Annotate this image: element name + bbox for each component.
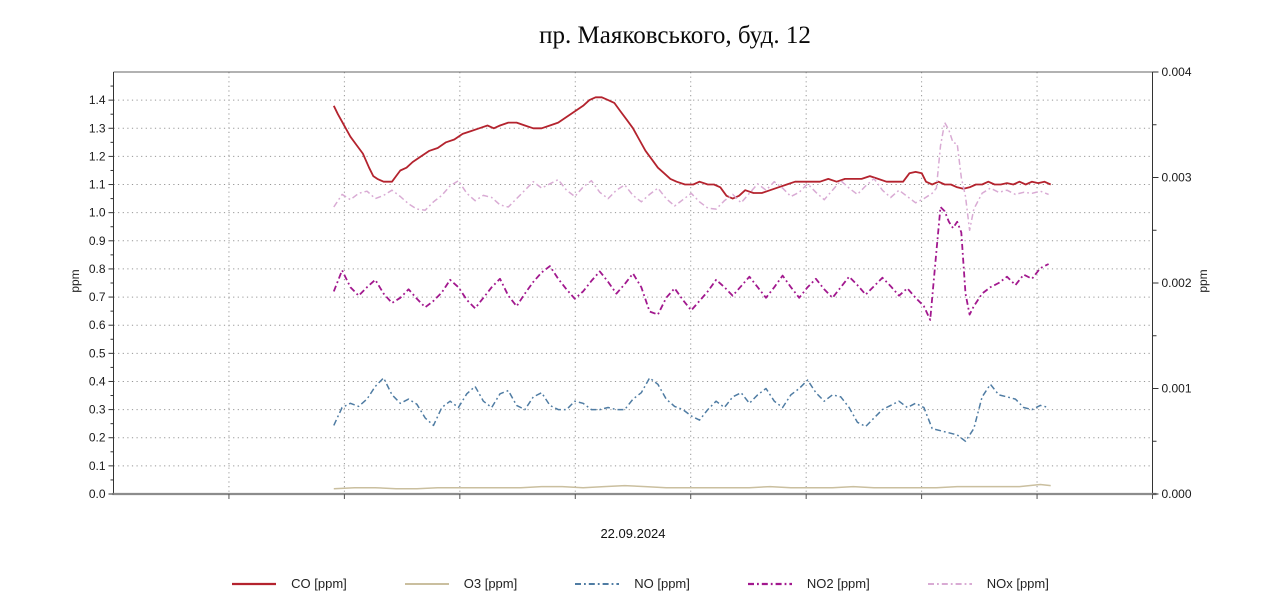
legend-label-NOx: NOx [ppm] (986, 576, 1049, 591)
y-left-tick-label: 0.8 (89, 262, 106, 276)
x-axis-date-label: 22.09.2024 (600, 526, 666, 541)
legend-label-O3: O3 [ppm] (463, 576, 518, 591)
legend-swatch-CO (232, 582, 277, 585)
y-right-tick-label: 0.004 (1162, 65, 1192, 79)
y-axis-left-label: ppm (68, 269, 82, 293)
legend-item-CO: CO [ppm] (231, 576, 347, 591)
legend-item-NOx: NOx [ppm] (927, 576, 1049, 591)
series-line-NO (333, 377, 1049, 443)
legend-label-NO2: NO2 [ppm] (806, 576, 870, 591)
y-left-tick-label: 1.0 (89, 206, 106, 220)
legend-label-CO: CO [ppm] (291, 576, 347, 591)
y-right-tick-label: 0.001 (1162, 382, 1192, 396)
legend-swatch-O3 (404, 582, 449, 585)
series-line-O3 (333, 483, 1051, 490)
y-left-tick-label: 0.7 (89, 290, 106, 304)
y-left-tick-label: 1.3 (89, 121, 106, 135)
chart-title: пр. Маяковського, буд. 12 (539, 22, 811, 49)
y-left-tick-label: 0.1 (89, 459, 106, 473)
y-left-tick-label: 1.1 (89, 178, 106, 192)
y-left-tick-label: 0.5 (89, 346, 106, 360)
series-line-CO (332, 96, 1052, 200)
y-right-tick-label: 0.002 (1162, 276, 1192, 290)
legend-label-NO: NO [ppm] (634, 576, 690, 591)
legend-item-NO: NO [ppm] (574, 576, 690, 591)
chart-legend: CO [ppm] O3 [ppm] NO [ppm] NO2 [ppm] NOx [pp… (0, 576, 1280, 591)
y-right-tick-label: 0.000 (1162, 487, 1192, 501)
y-left-tick-label: 0.6 (89, 318, 106, 332)
legend-item-O3: O3 [ppm] (404, 576, 517, 591)
y-axis-right-label: ppm (1196, 269, 1210, 293)
y-left-tick-label: 0.9 (89, 234, 106, 248)
y-right-tick-label: 0.003 (1162, 171, 1192, 185)
legend-swatch-NOx (927, 582, 972, 585)
y-left-tick-label: 1.4 (89, 93, 106, 107)
y-left-tick-label: 0.3 (89, 403, 106, 417)
legend-swatch-NO (575, 582, 620, 585)
legend-swatch-NO2 (747, 582, 792, 585)
y-left-tick-label: 0.0 (89, 487, 106, 501)
series-line-NO2 (332, 206, 1050, 321)
y-left-tick-label: 0.2 (89, 431, 106, 445)
y-left-tick-label: 1.2 (89, 149, 106, 163)
legend-item-NO2: NO2 [ppm] (747, 576, 870, 591)
y-left-tick-label: 0.4 (89, 374, 106, 388)
series-line-NOx (333, 121, 1049, 232)
